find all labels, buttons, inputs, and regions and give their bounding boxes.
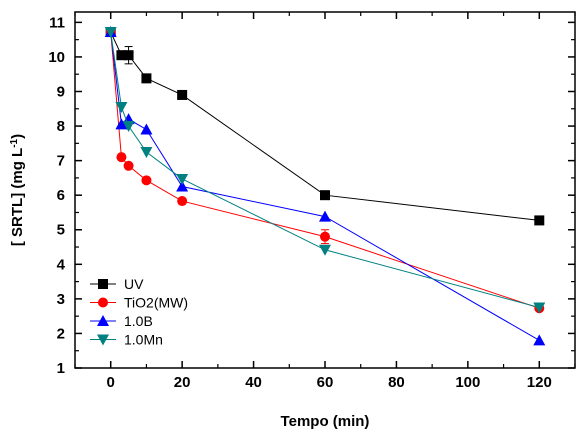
data-point (319, 244, 331, 256)
y-axis-title: [ SRTL] (mg L-1) (9, 134, 27, 246)
data-point (320, 190, 330, 201)
data-point (319, 210, 331, 222)
data-point (534, 215, 545, 226)
y-tick-label: 10 (48, 49, 65, 66)
data-point (141, 73, 152, 84)
series-line (110, 32, 540, 309)
data-point (177, 196, 188, 207)
data-point (122, 121, 135, 133)
legend-item-1.0Mn: 1.0Mn (90, 332, 163, 348)
y-tick-label: 5 (57, 222, 65, 239)
x-tick-label: 0 (107, 374, 115, 391)
data-point (140, 146, 153, 158)
x-tick-label: 120 (527, 374, 552, 391)
legend-item-TiO2(MW): TiO2(MW) (90, 295, 188, 311)
y-tick-label: 4 (57, 256, 66, 273)
data-point (123, 160, 134, 171)
data-point (533, 334, 546, 346)
axes: 0 20 40 60 80 100 120 1 2 3 4 5 6 7 8 9 10 11 (48, 11, 576, 391)
legend-marker (98, 279, 108, 289)
legend-marker (97, 334, 109, 346)
data-point (533, 302, 546, 314)
data-point (116, 152, 127, 163)
x-tick-label: 60 (317, 374, 334, 391)
data-point (176, 173, 189, 185)
y-tick-label: 9 (57, 83, 65, 100)
data-point (104, 27, 117, 39)
series-layer (104, 26, 546, 346)
data-point (141, 175, 152, 186)
data-point (177, 89, 188, 100)
legend: UV TiO2(MW) 1.0B 1.0Mn (90, 276, 188, 348)
y-axis-title-superscript: -1 (9, 138, 20, 147)
y-axis-title-close: ) (9, 134, 26, 139)
y-tick-label: 3 (57, 291, 65, 308)
y-tick-label: 7 (57, 153, 65, 170)
y-tick-label: 1 (57, 360, 65, 377)
x-axis-title: Tempo (min) (281, 413, 370, 430)
series-1.0Mn (104, 27, 546, 314)
y-tick-label: 11 (49, 14, 65, 31)
legend-item-UV: UV (90, 276, 144, 292)
data-point (115, 118, 128, 130)
y-tick-label: 2 (57, 325, 65, 342)
data-point (116, 50, 127, 61)
legend-label: 1.0B (124, 313, 153, 329)
x-tick-label: 20 (174, 374, 191, 391)
series-UV (105, 27, 545, 226)
x-tick-label: 80 (388, 374, 405, 391)
y-tick-label: 6 (57, 187, 65, 204)
legend-label: TiO2(MW) (124, 295, 188, 311)
data-point (176, 180, 189, 192)
data-point (140, 123, 153, 135)
series-line (110, 31, 540, 308)
legend-marker (98, 297, 108, 308)
legend-label: 1.0Mn (124, 332, 163, 348)
legend-label: UV (124, 276, 144, 292)
data-point (115, 102, 128, 114)
y-axis-title-base: [ SRTL] (mg L (9, 148, 26, 246)
x-tick-label: 40 (245, 374, 262, 391)
data-point (123, 50, 134, 61)
legend-marker (97, 315, 109, 326)
legend-item-1.0B: 1.0B (90, 313, 153, 329)
data-point (320, 231, 330, 242)
y-tick-label: 8 (57, 118, 65, 135)
x-tick-label: 100 (455, 374, 480, 391)
